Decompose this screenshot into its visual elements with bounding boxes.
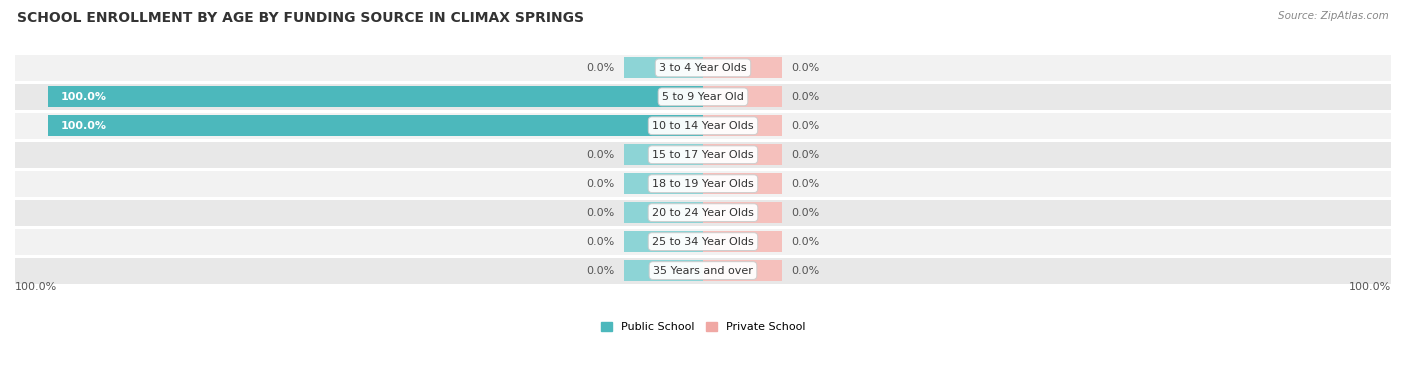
Text: 100.0%: 100.0% (15, 282, 58, 292)
Text: 0.0%: 0.0% (586, 63, 614, 73)
Bar (15, 55, 1391, 81)
Bar (15, 142, 1391, 168)
Bar (15, 84, 1391, 110)
Text: 0.0%: 0.0% (792, 208, 820, 218)
Bar (703, 260, 782, 281)
Text: 0.0%: 0.0% (792, 179, 820, 189)
Bar (15, 229, 1391, 255)
Text: 0.0%: 0.0% (586, 150, 614, 160)
Bar (703, 115, 782, 136)
Bar (15, 113, 1391, 139)
Bar (48, 115, 703, 136)
Text: 0.0%: 0.0% (792, 92, 820, 102)
Bar (624, 144, 703, 165)
Text: 0.0%: 0.0% (792, 266, 820, 276)
Bar (15, 200, 1391, 226)
Bar (15, 257, 1391, 284)
Text: 5 to 9 Year Old: 5 to 9 Year Old (662, 92, 744, 102)
Bar (624, 231, 703, 252)
Text: 0.0%: 0.0% (792, 237, 820, 246)
Text: 0.0%: 0.0% (586, 208, 614, 218)
Text: 15 to 17 Year Olds: 15 to 17 Year Olds (652, 150, 754, 160)
Text: 100.0%: 100.0% (1348, 282, 1391, 292)
Bar (703, 231, 782, 252)
Bar (703, 87, 782, 107)
Bar (624, 173, 703, 194)
Bar (703, 57, 782, 78)
Text: 20 to 24 Year Olds: 20 to 24 Year Olds (652, 208, 754, 218)
Bar (624, 57, 703, 78)
Bar (624, 260, 703, 281)
Text: 100.0%: 100.0% (60, 92, 107, 102)
Text: Source: ZipAtlas.com: Source: ZipAtlas.com (1278, 11, 1389, 21)
Legend: Public School, Private School: Public School, Private School (596, 318, 810, 337)
Bar (15, 170, 1391, 197)
Text: 0.0%: 0.0% (586, 237, 614, 246)
Text: 0.0%: 0.0% (792, 150, 820, 160)
Text: 18 to 19 Year Olds: 18 to 19 Year Olds (652, 179, 754, 189)
Bar (703, 173, 782, 194)
Text: 0.0%: 0.0% (586, 266, 614, 276)
Text: 0.0%: 0.0% (792, 63, 820, 73)
Text: SCHOOL ENROLLMENT BY AGE BY FUNDING SOURCE IN CLIMAX SPRINGS: SCHOOL ENROLLMENT BY AGE BY FUNDING SOUR… (17, 11, 583, 25)
Text: 25 to 34 Year Olds: 25 to 34 Year Olds (652, 237, 754, 246)
Text: 100.0%: 100.0% (60, 121, 107, 131)
Bar (703, 202, 782, 223)
Text: 10 to 14 Year Olds: 10 to 14 Year Olds (652, 121, 754, 131)
Text: 0.0%: 0.0% (586, 179, 614, 189)
Text: 3 to 4 Year Olds: 3 to 4 Year Olds (659, 63, 747, 73)
Bar (48, 87, 703, 107)
Bar (624, 202, 703, 223)
Bar (703, 144, 782, 165)
Text: 0.0%: 0.0% (792, 121, 820, 131)
Text: 35 Years and over: 35 Years and over (652, 266, 754, 276)
